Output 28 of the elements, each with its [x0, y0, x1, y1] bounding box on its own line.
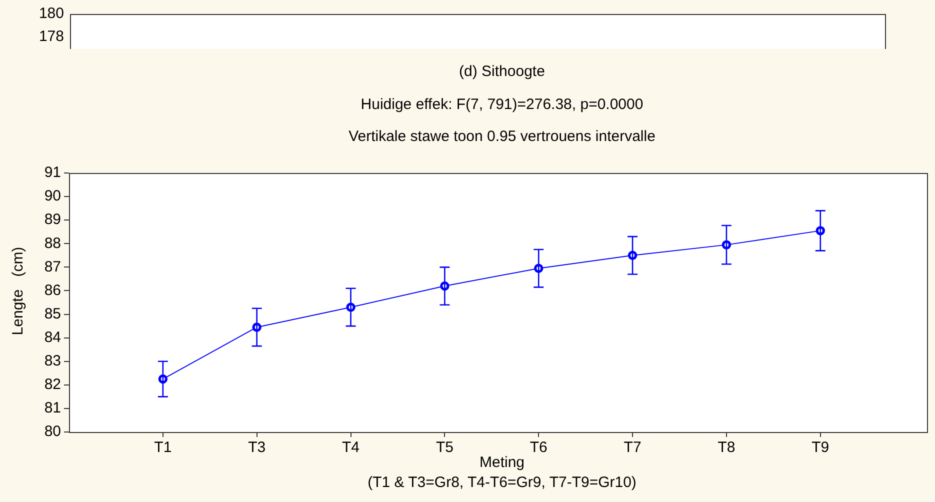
text: Vertikale stawe toon 0.95 vertrouens intervalle [348, 128, 656, 146]
x-tick-label: T3 [248, 439, 266, 456]
y-tick-label: 81 [44, 400, 61, 417]
chart-title: (d) Sithoogte [458, 63, 546, 81]
x-tick-label: T9 [812, 439, 830, 456]
x-tick-label: T6 [530, 439, 548, 456]
y-tick-label: 88 [44, 234, 61, 252]
y-axis-title: Lengte (cm) [10, 246, 26, 336]
chart-subtitle: Huidige effek: F(7, 791)=276.38, p=0.0000 [360, 96, 644, 114]
y-tick-label: 91 [44, 164, 61, 182]
y-tick-label: 87 [44, 258, 61, 276]
text: (T1 & T3=Gr8, T4-T6=Gr9, T7-T9=Gr10) [366, 474, 638, 492]
y-tick-label: 86 [44, 282, 61, 299]
y-tick-label: 83 [44, 352, 61, 370]
x-tick-label: T7 [624, 439, 642, 456]
x-axis-title: Meting [479, 454, 525, 471]
x-tick-label: T8 [718, 439, 736, 456]
y-tick-label: 80 [44, 423, 61, 440]
x-tick-label: T5 [436, 439, 454, 456]
x-tick-label: T1 [154, 439, 172, 456]
y-tick-label: 84 [44, 328, 61, 346]
y-tick-label: 89 [44, 211, 61, 228]
x-tick-label: T4 [342, 439, 360, 456]
y-tick-label: 85 [44, 305, 61, 322]
text: 178 [38, 28, 64, 46]
y-tick-label: 90 [44, 188, 61, 205]
y-tick-label: 82 [44, 376, 61, 394]
text: 180 [38, 5, 64, 23]
